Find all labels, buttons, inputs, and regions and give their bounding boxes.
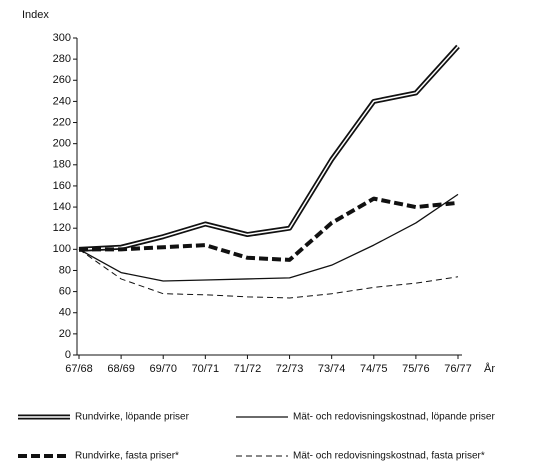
y-tick-label: 120 <box>53 222 71 234</box>
y-tick-label: 0 <box>65 349 71 361</box>
legend-label: Rundvirke, löpande priser <box>75 412 190 423</box>
series-line <box>78 44 460 252</box>
y-tick-label: 220 <box>53 116 71 128</box>
x-tick-label: 67/68 <box>65 363 93 375</box>
y-tick-label: 100 <box>53 243 71 255</box>
x-tick-label: 74/75 <box>360 363 388 375</box>
y-axis-label: Index <box>22 9 49 21</box>
x-tick-label: 73/74 <box>318 363 346 375</box>
legend-label: Mät- och redovisningskostnad, fasta pris… <box>293 451 485 462</box>
x-tick-label: 69/70 <box>149 363 177 375</box>
y-tick-label: 80 <box>59 264 71 276</box>
y-tick-label: 240 <box>53 95 71 107</box>
y-tick-label: 260 <box>53 74 71 86</box>
legend-label: Rundvirke, fasta priser* <box>75 451 179 462</box>
y-tick-label: 40 <box>59 307 71 319</box>
y-tick-label: 300 <box>53 32 71 44</box>
series-line <box>78 248 459 299</box>
series-line-inner <box>78 45 459 251</box>
series-line <box>79 196 459 262</box>
x-tick-label: 72/73 <box>276 363 304 375</box>
legend-label: Mät- och redovisningskostnad, löpande pr… <box>293 412 495 423</box>
x-tick-label: 76/77 <box>444 363 472 375</box>
y-tick-label: 280 <box>53 53 71 65</box>
y-tick-label: 20 <box>59 328 71 340</box>
series-line <box>78 193 459 282</box>
x-tick-label: 70/71 <box>192 363 220 375</box>
y-tick-label: 160 <box>53 180 71 192</box>
x-tick-label: 71/72 <box>234 363 262 375</box>
x-axis-label: År <box>484 362 495 375</box>
y-tick-label: 200 <box>53 138 71 150</box>
y-tick-label: 180 <box>53 159 71 171</box>
y-tick-label: 140 <box>53 201 71 213</box>
y-tick-label: 60 <box>59 286 71 298</box>
x-tick-label: 75/76 <box>402 363 430 375</box>
x-tick-label: 68/69 <box>107 363 135 375</box>
